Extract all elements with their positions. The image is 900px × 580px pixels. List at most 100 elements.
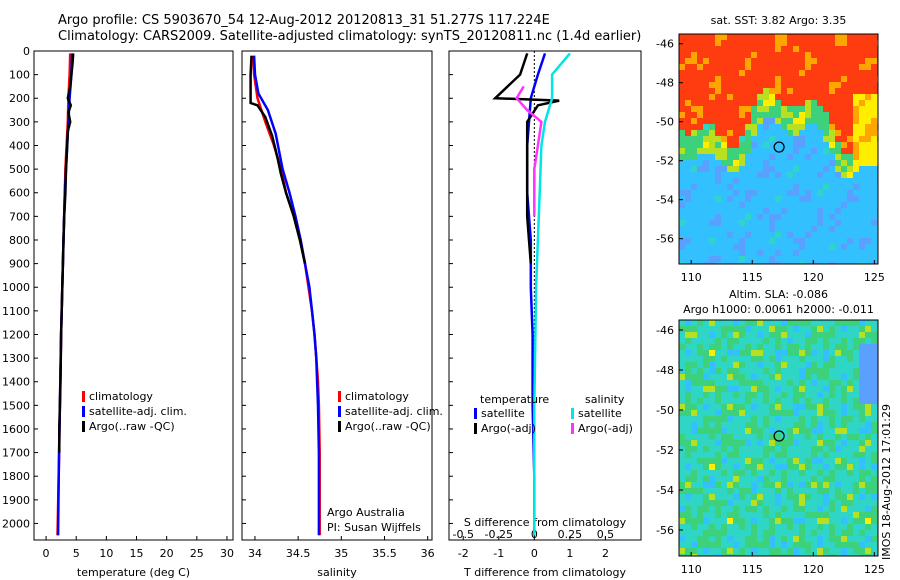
map-cell [835,446,841,452]
map-cell [799,518,805,524]
map-cell [763,518,769,524]
map-cell [703,428,709,434]
map-cell [775,362,781,368]
map-cell [769,184,775,190]
map-cell [733,124,739,130]
map-cell [865,232,871,238]
map-cell [823,536,829,542]
map-cell [799,548,805,554]
map-cell [697,536,703,542]
map-cell [793,262,799,264]
map-cell [691,34,697,40]
map-cell [739,172,745,178]
y-tick-label: 600 [9,187,30,200]
map-cell [871,548,877,554]
map-cell [679,148,685,154]
map-cell [685,112,691,118]
map-cell [817,52,823,58]
map-cell [703,536,709,542]
map-cell [835,190,841,196]
map-y-tick-label: -50 [656,116,674,129]
map-cell [745,220,751,226]
map-cell [709,208,715,214]
map-cell [703,202,709,208]
map-cell [847,238,853,244]
map-cell [709,422,715,428]
map-cell [793,106,799,112]
map-cell [715,184,721,190]
map-cell [805,398,811,404]
map-cell [853,100,859,106]
map-cell [745,554,751,556]
map-cell [757,250,763,256]
map-cell [763,226,769,232]
map-cell [799,124,805,130]
map-cell [697,160,703,166]
map-cell [775,494,781,500]
map-cell [835,350,841,356]
map-cell [721,154,727,160]
series-line-temperature-2 [58,53,75,453]
map-cell [793,344,799,350]
map-cell [733,398,739,404]
map-cell [685,434,691,440]
map-cell [733,160,739,166]
profile-panel-salinity: 34 34.5 35 35.5 36salinityclimatologysatelli… [241,50,443,579]
map-cell [769,392,775,398]
map-cell [703,154,709,160]
map-cell [817,178,823,184]
map-cell [859,458,865,464]
map-cell [751,542,757,548]
map-cell [871,464,877,470]
map-cell [751,226,757,232]
map-cell [829,226,835,232]
map-cell [853,226,859,232]
map-cell [769,46,775,52]
map-cell [709,250,715,256]
map-cell [697,374,703,380]
map-y-tick-label: -46 [656,38,674,51]
map-cell [709,434,715,440]
map-cell [727,148,733,154]
map-cell [829,118,835,124]
map-cell [715,226,721,232]
map-cell [817,184,823,190]
map-cell [721,554,727,556]
map-title-line: Argo h1000: 0.0061 h2000: -0.011 [683,303,874,316]
map-cell [769,178,775,184]
map-cell [763,166,769,172]
map-cell [823,196,829,202]
legend-label: Argo(..raw -QC) [345,420,431,433]
map-cell [793,458,799,464]
map-cell [805,494,811,500]
map-cell [853,506,859,512]
map-cell [847,392,853,398]
map-cell [691,70,697,76]
x-tick-label: 15 [130,547,144,560]
map-cell [727,356,733,362]
map-cell [703,386,709,392]
map-cell [823,494,829,500]
map-cell [715,208,721,214]
map-cell [709,148,715,154]
map-cell [799,506,805,512]
map-cell [793,130,799,136]
top-tick-label: 0.5 [597,528,615,541]
map-cell [709,190,715,196]
map-cell [691,380,697,386]
map-cell [805,142,811,148]
map-cell [679,178,685,184]
map-cell [697,106,703,112]
map-cell [865,112,871,118]
map-cell [721,148,727,154]
map-cell [811,488,817,494]
map-cell [769,350,775,356]
map-cell [853,256,859,262]
map-cell [757,52,763,58]
map-cell [859,332,865,338]
map-cell [835,332,841,338]
map-cell [841,392,847,398]
map-cell [679,136,685,142]
map-cell [805,256,811,262]
